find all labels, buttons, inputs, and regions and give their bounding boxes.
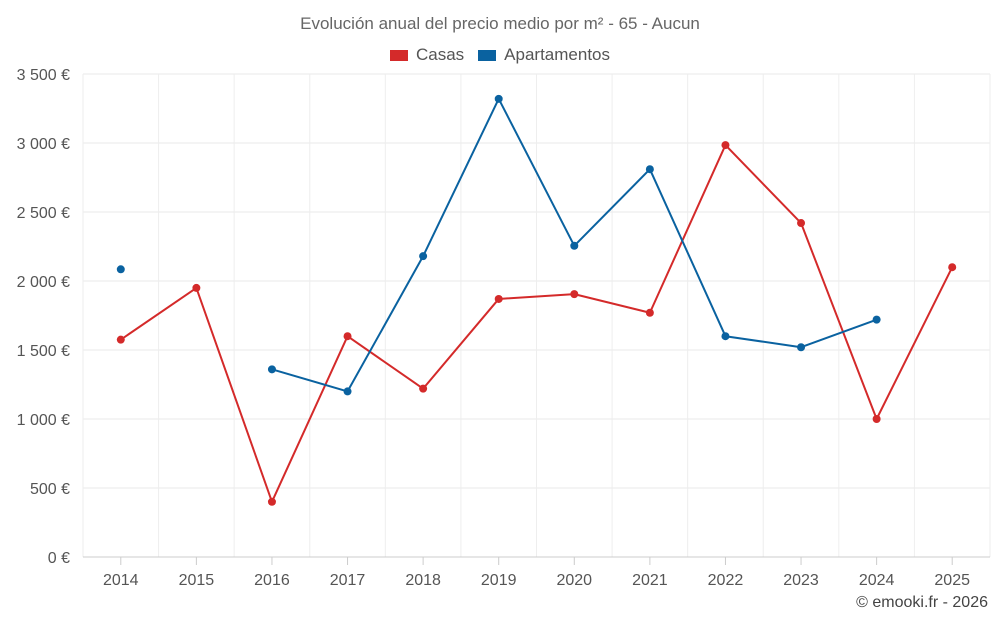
legend-item-casas[interactable]: Casas [389, 45, 465, 65]
y-tick-label: 3 500 € [17, 67, 70, 84]
y-tick-label: 2 500 € [17, 205, 70, 222]
x-tick-label: 2018 [405, 572, 441, 589]
data-point[interactable] [570, 241, 579, 250]
data-point[interactable] [797, 219, 806, 228]
chart-title: Evolución anual del precio medio por m² … [300, 14, 700, 33]
y-tick-label: 3 000 € [17, 136, 70, 153]
series [116, 94, 957, 506]
x-tick-label: 2020 [556, 572, 592, 589]
data-point[interactable] [116, 265, 125, 274]
data-point[interactable] [570, 290, 579, 299]
data-point[interactable] [721, 141, 730, 150]
legend-item-apartamentos[interactable]: Apartamentos [478, 45, 610, 65]
x-tick-label: 2017 [330, 572, 366, 589]
legend-label-apartamentos: Apartamentos [504, 45, 611, 64]
data-point[interactable] [494, 294, 503, 303]
data-point[interactable] [267, 365, 276, 374]
data-point[interactable] [192, 283, 201, 292]
x-tick-label: 2016 [254, 572, 290, 589]
credit-text: © emooki.fr - 2026 [856, 594, 988, 611]
y-tick-label: 2 000 € [17, 274, 70, 291]
x-tick-label: 2024 [859, 572, 895, 589]
data-point[interactable] [116, 335, 125, 344]
data-point[interactable] [872, 315, 881, 324]
axes: 0 € 500 € 1 000 € 1 500 € 2 000 € 2 500 € 3 00… [17, 67, 990, 589]
legend: Casas Apartamentos [0, 45, 1000, 65]
x-tick-label: 2021 [632, 572, 668, 589]
data-point[interactable] [645, 308, 654, 317]
x-tick-label: 2014 [103, 572, 139, 589]
data-point[interactable] [343, 387, 352, 396]
series-apartamentos [116, 94, 881, 396]
y-tick-label: 0 € [48, 550, 70, 567]
legend-label-casas: Casas [415, 45, 465, 64]
x-tick-label: 2019 [481, 572, 517, 589]
data-point[interactable] [494, 94, 503, 103]
legend-swatch-apartamentos [478, 49, 497, 61]
data-point[interactable] [645, 165, 654, 174]
data-point[interactable] [267, 497, 276, 506]
data-point[interactable] [948, 263, 957, 272]
data-point[interactable] [797, 343, 806, 352]
data-point[interactable] [419, 252, 428, 261]
data-point[interactable] [721, 332, 730, 341]
x-tick-label: 2023 [783, 572, 819, 589]
series-casas [116, 141, 957, 506]
series-line [120, 144, 954, 503]
data-point[interactable] [343, 332, 352, 341]
legend-swatch-casas [389, 49, 408, 61]
grid [82, 73, 991, 557]
data-point[interactable] [419, 384, 428, 393]
x-tick-label: 2022 [708, 572, 744, 589]
y-tick-label: 1 000 € [17, 412, 70, 429]
y-tick-label: 1 500 € [17, 343, 70, 360]
y-tick-label: 500 € [30, 481, 70, 498]
x-tick-label: 2015 [179, 572, 215, 589]
x-tick-label: 2025 [934, 572, 970, 589]
data-point[interactable] [872, 415, 881, 423]
